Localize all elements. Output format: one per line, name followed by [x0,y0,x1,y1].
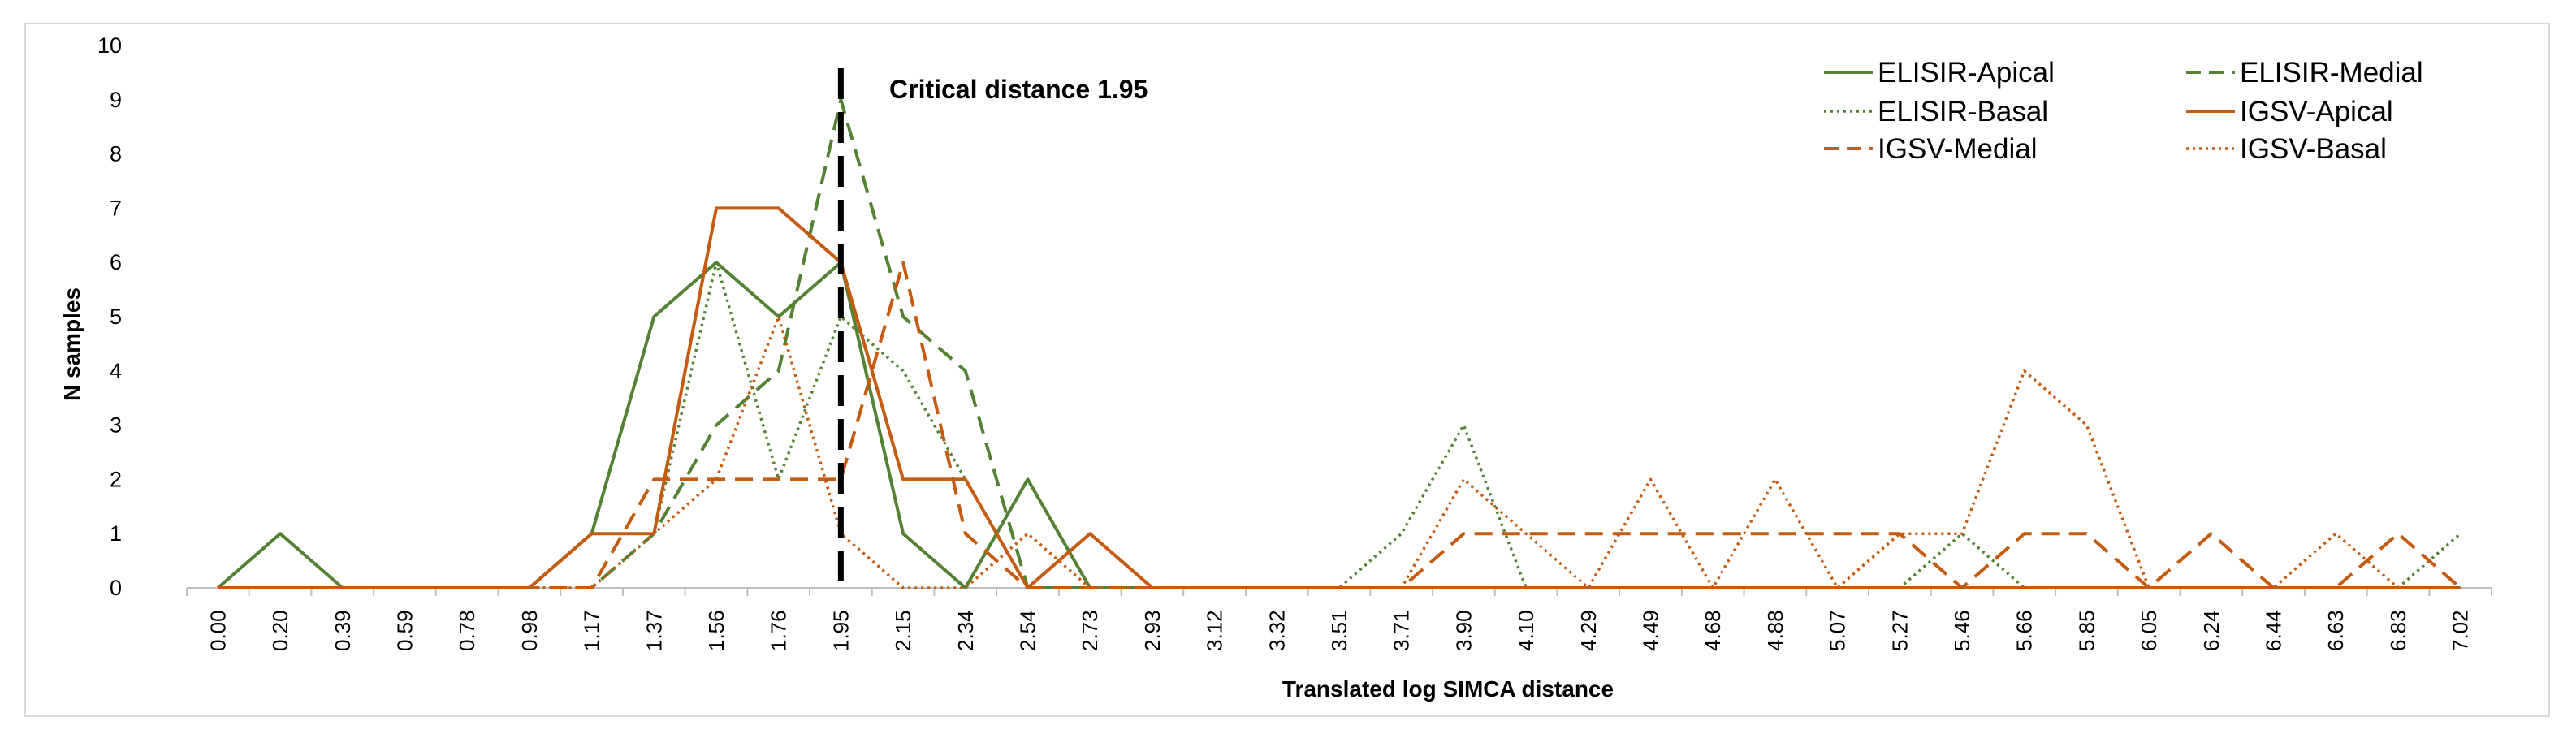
x-tick-label: 6.44 [2262,610,2286,651]
y-tick-label: 8 [110,142,122,166]
x-tick-label: 4.68 [1701,610,1725,651]
x-tick-label: 7.02 [2448,610,2473,651]
y-tick-label: 5 [110,304,122,329]
legend-label: ELISIR-Basal [1878,96,2048,127]
legend-label: ELISIR-Apical [1878,57,2055,89]
critical-distance-label: Critical distance 1.95 [889,75,1148,104]
y-tick-label: 6 [110,250,122,274]
x-tick-label: 1.56 [704,610,728,651]
y-tick-label: 4 [110,359,122,383]
x-tick-label: 1.37 [642,610,666,651]
series-lines [217,97,2461,589]
y-tick-label: 9 [110,88,122,112]
y-axis-ticks: 0 1 2 3 4 5 6 7 8 9 10 [97,33,122,600]
x-tick-label: 6.83 [2386,610,2410,651]
y-axis-title: N samples [59,287,84,401]
y-tick-label: 0 [110,576,122,600]
x-tick-label: 3.32 [1264,610,1289,651]
x-tick-label: 2.15 [891,610,915,651]
x-tick-label: 0.39 [331,610,355,651]
y-tick-label: 3 [110,413,122,438]
series-line-elisir-apical [217,261,2461,589]
y-tick-label: 10 [97,33,122,58]
x-tick-label: 4.29 [1576,610,1601,651]
x-tick-label: 5.46 [1950,610,1974,651]
x-tick-label: 5.27 [1887,610,1912,651]
legend-label: IGSV-Medial [1878,133,2037,165]
x-tick-label: 2.34 [953,610,978,651]
y-tick-label: 2 [110,467,122,491]
chart-frame [24,23,2550,717]
x-tick-label: 3.51 [1327,610,1351,651]
x-tick-label: 1.17 [580,610,604,651]
series-line-elisir-basal [218,261,2461,589]
x-tick-label: 0.20 [268,610,292,651]
x-tick-label: 2.93 [1140,610,1165,651]
x-tick-label: 5.85 [2074,610,2098,651]
x-tick-label: 5.66 [2012,610,2037,651]
x-tick-label: 0.98 [517,610,542,651]
series-line-igsv-apical [218,206,2461,589]
x-tick-label: 3.90 [1451,610,1476,651]
x-tick-label: 0.78 [455,610,479,651]
series-line-igsv-basal [218,315,2461,589]
x-tick-label: 5.07 [1826,610,1850,651]
x-axis-ticks: 0.00 0.20 0.39 0.59 0.78 0.98 1.17 1.37 1.56 1.76… [186,588,2492,651]
x-tick-label: 6.63 [2323,610,2348,651]
x-tick-label: 4.10 [1514,610,1538,651]
x-tick-label: 2.54 [1015,610,1039,651]
legend: ELISIR-Apical ELISIR-Medial ELISIR-Basal IG… [1824,57,2423,165]
legend-label: ELISIR-Medial [2240,57,2423,89]
x-tick-label: 3.71 [1390,610,1414,651]
x-tick-label: 1.76 [767,610,791,651]
x-tick-label: 6.24 [2199,610,2224,651]
series-line-elisir-medial [218,97,2461,589]
x-tick-label: 3.12 [1203,610,1227,651]
legend-label: IGSV-Basal [2240,133,2387,165]
x-tick-label: 4.49 [1639,610,1663,651]
series-line-igsv-medial [218,261,2461,589]
x-tick-label: 4.88 [1763,610,1787,651]
x-tick-label: 2.73 [1078,610,1102,651]
legend-label: IGSV-Apical [2240,96,2393,127]
x-tick-label: 0.59 [392,610,417,651]
x-tick-label: 6.05 [2137,610,2161,651]
x-tick-label: 1.95 [828,610,853,651]
y-tick-label: 1 [110,521,122,546]
x-tick-label: 0.00 [205,610,230,651]
x-axis-title: Translated log SIMCA distance [1282,676,1614,702]
y-tick-label: 7 [110,196,122,220]
